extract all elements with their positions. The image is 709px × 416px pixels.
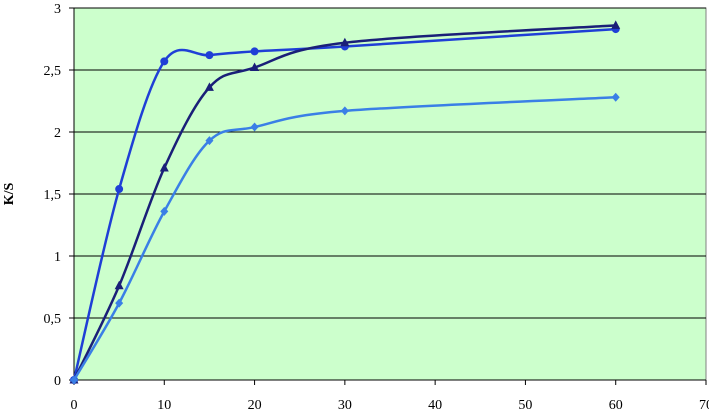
y-tick-label: 1,5 bbox=[44, 188, 62, 203]
y-tick-label: 0,5 bbox=[44, 312, 62, 327]
data-point bbox=[205, 136, 214, 146]
data-point bbox=[70, 375, 78, 385]
data-point bbox=[340, 106, 349, 116]
y-tick-label: 2 bbox=[54, 126, 61, 141]
data-point bbox=[340, 37, 350, 47]
gridlines bbox=[74, 7, 706, 319]
data-point bbox=[250, 122, 259, 132]
y-tick-label: 0 bbox=[54, 374, 61, 389]
x-tick-label: 20 bbox=[248, 398, 262, 413]
data-point bbox=[205, 51, 214, 60]
y-tick-label: 3 bbox=[54, 2, 61, 17]
x-tick-label: 70 bbox=[699, 398, 709, 413]
y-tick-label: 1 bbox=[54, 250, 61, 265]
data-point bbox=[115, 298, 124, 308]
data-point bbox=[250, 62, 260, 72]
data-point bbox=[115, 185, 124, 194]
data-point bbox=[250, 47, 259, 56]
data-point bbox=[160, 206, 169, 216]
series-3 bbox=[70, 92, 620, 385]
x-tick-label: 30 bbox=[338, 398, 352, 413]
x-tick-label: 0 bbox=[71, 398, 78, 413]
y-tick-label: 2,5 bbox=[44, 64, 62, 79]
x-tick-label: 60 bbox=[609, 398, 623, 413]
x-tick-label: 40 bbox=[428, 398, 442, 413]
data-point bbox=[159, 162, 169, 172]
data-point bbox=[114, 280, 124, 290]
y-tick-labels: 0 0,5 1 1,5 2 2,5 3 bbox=[44, 2, 62, 389]
x-tick-labels: 0 10 20 30 40 50 60 70 bbox=[71, 398, 709, 413]
x-tick-label: 10 bbox=[157, 398, 171, 413]
data-point bbox=[160, 57, 169, 66]
data-point bbox=[611, 92, 620, 102]
x-tick-label: 50 bbox=[518, 398, 532, 413]
series-group bbox=[69, 20, 621, 385]
data-point bbox=[204, 82, 214, 91]
data-point bbox=[611, 20, 621, 29]
y-axis-title: K/S bbox=[2, 183, 17, 206]
